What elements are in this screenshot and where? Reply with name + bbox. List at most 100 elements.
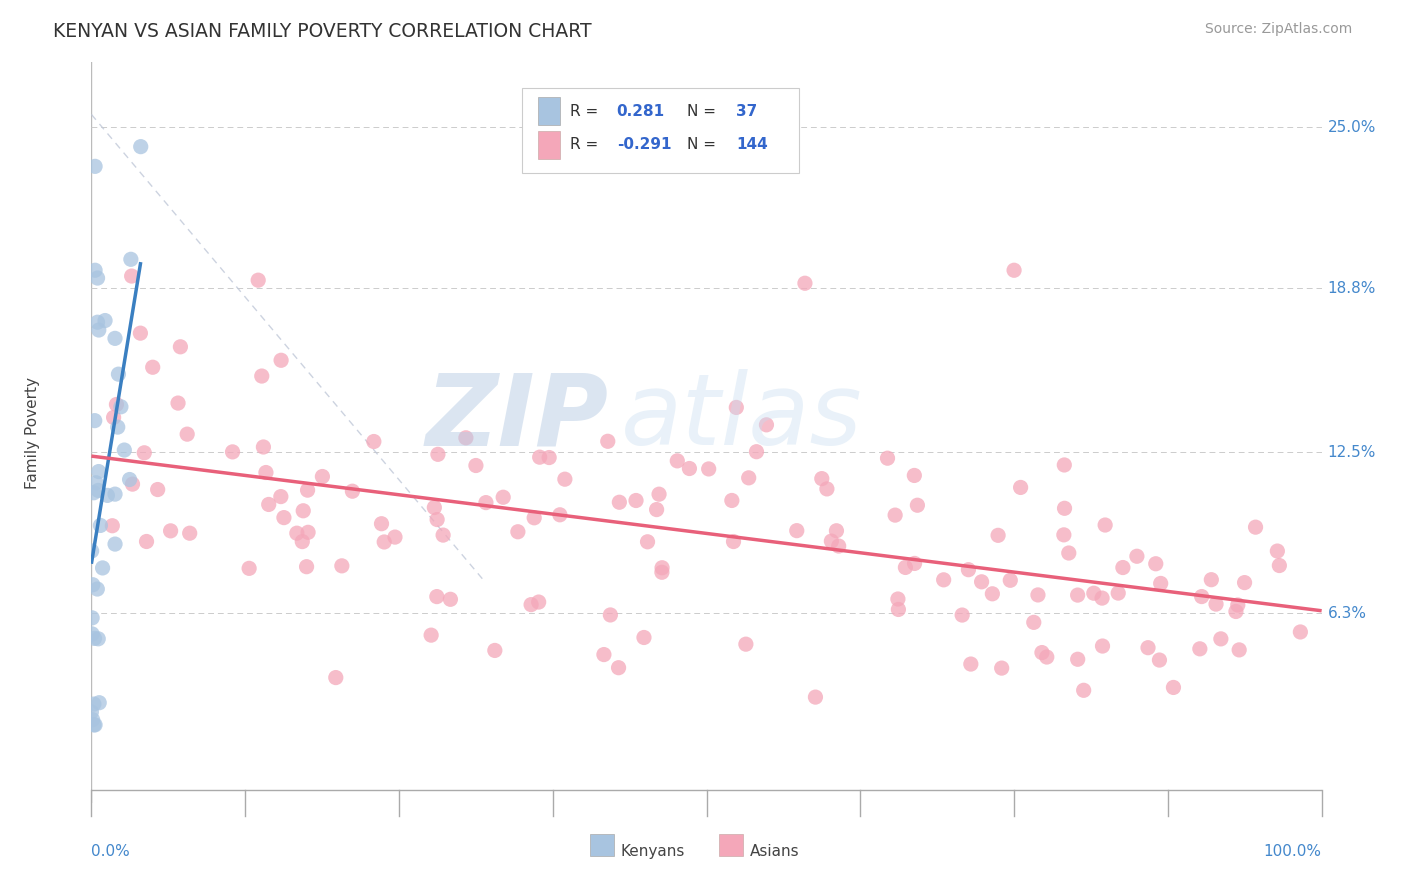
Point: [179, 526, 201, 541]
Point: [252, 440, 274, 454]
Point: [83, 414, 105, 428]
Point: [297, 483, 319, 497]
Point: [295, 559, 318, 574]
Point: [86, 315, 108, 329]
Point: [697, 462, 720, 476]
Point: [721, 493, 744, 508]
Point: [89, 518, 111, 533]
Point: [1083, 586, 1105, 600]
Text: 18.8%: 18.8%: [1327, 281, 1376, 296]
Point: [94, 313, 117, 327]
Point: [1053, 458, 1076, 472]
Point: [527, 595, 550, 609]
Point: [887, 602, 910, 616]
Point: [624, 493, 647, 508]
Point: [827, 539, 849, 553]
Point: [804, 690, 827, 705]
Point: [637, 534, 659, 549]
Point: [103, 410, 125, 425]
Point: [121, 477, 143, 491]
Point: [755, 417, 778, 432]
Point: [342, 484, 364, 499]
Point: [1053, 528, 1076, 542]
Point: [80, 544, 103, 558]
Point: [142, 360, 165, 375]
Text: atlas: atlas: [620, 369, 862, 467]
Point: [82, 611, 104, 625]
Point: [810, 472, 832, 486]
Point: [121, 268, 143, 283]
Point: [1026, 588, 1049, 602]
Text: 100.0%: 100.0%: [1264, 844, 1322, 858]
Point: [89, 696, 111, 710]
Text: Family Poverty: Family Poverty: [25, 376, 39, 489]
Point: [83, 718, 105, 732]
Point: [1268, 558, 1291, 573]
Point: [112, 443, 135, 458]
Point: [734, 637, 756, 651]
Point: [96, 488, 118, 502]
Point: [1267, 544, 1289, 558]
Point: [273, 510, 295, 524]
Point: [903, 468, 925, 483]
Text: 144: 144: [737, 137, 768, 153]
Point: [135, 534, 157, 549]
Point: [651, 560, 673, 574]
Point: [475, 495, 498, 509]
Point: [1226, 598, 1249, 612]
Point: [645, 502, 668, 516]
Point: [1209, 632, 1232, 646]
Point: [903, 557, 925, 571]
Point: [432, 528, 454, 542]
Point: [311, 469, 333, 483]
Point: [373, 535, 395, 549]
Point: [104, 537, 127, 551]
Point: [292, 504, 315, 518]
Point: [959, 657, 981, 671]
Point: [80, 627, 103, 641]
Point: [484, 643, 506, 657]
Point: [423, 500, 446, 515]
FancyBboxPatch shape: [522, 88, 799, 173]
Point: [950, 608, 973, 623]
Point: [538, 450, 561, 465]
Point: [666, 454, 689, 468]
Point: [129, 326, 152, 341]
Point: [384, 530, 406, 544]
Point: [270, 490, 292, 504]
Point: [523, 510, 546, 524]
Point: [325, 671, 347, 685]
Point: [1205, 597, 1227, 611]
Point: [87, 632, 110, 646]
Point: [426, 447, 449, 461]
Point: [82, 578, 104, 592]
Text: 25.0%: 25.0%: [1327, 120, 1376, 135]
Point: [86, 582, 108, 596]
Point: [454, 431, 477, 445]
Point: [609, 495, 631, 509]
Point: [1137, 640, 1160, 655]
Point: [134, 446, 156, 460]
Point: [84, 475, 107, 490]
Point: [370, 516, 392, 531]
Text: 0.0%: 0.0%: [91, 844, 131, 858]
Point: [678, 461, 700, 475]
Point: [1149, 653, 1171, 667]
Point: [107, 420, 129, 434]
Point: [285, 526, 308, 541]
Point: [107, 367, 129, 381]
Point: [159, 524, 181, 538]
Text: 0.281: 0.281: [617, 103, 665, 119]
Point: [87, 465, 110, 479]
Bar: [538, 130, 560, 159]
Text: R =: R =: [569, 137, 598, 153]
Point: [146, 483, 169, 497]
Point: [1022, 615, 1045, 630]
Point: [426, 512, 449, 526]
Point: [876, 451, 898, 466]
Point: [1188, 641, 1211, 656]
Point: [1126, 549, 1149, 564]
Point: [1094, 518, 1116, 533]
Point: [651, 566, 673, 580]
Point: [1144, 557, 1167, 571]
